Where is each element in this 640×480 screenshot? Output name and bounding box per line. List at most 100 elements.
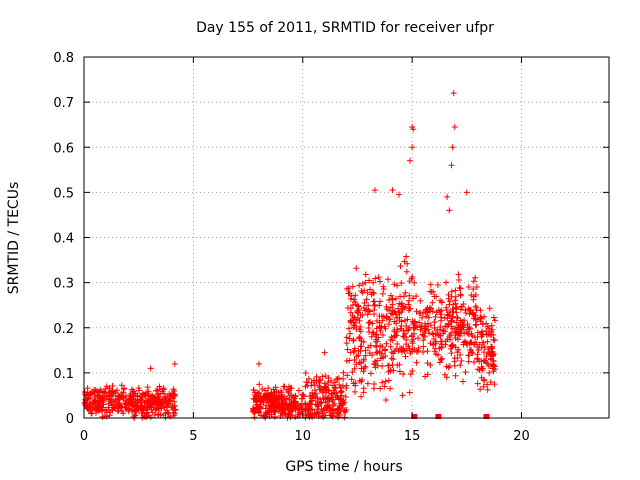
data-point <box>326 387 332 394</box>
data-point <box>462 338 469 345</box>
data-point <box>254 396 261 403</box>
data-point <box>471 341 478 348</box>
data-point <box>402 289 409 296</box>
data-point <box>82 400 89 407</box>
data-point <box>454 324 461 331</box>
data-point <box>409 367 416 374</box>
data-point <box>425 326 432 333</box>
data-point <box>252 408 259 415</box>
data-point <box>404 316 411 323</box>
data-point <box>457 362 464 369</box>
data-point <box>369 320 376 327</box>
data-point <box>377 355 384 362</box>
data-point <box>379 331 386 338</box>
data-point <box>360 368 367 375</box>
data-point <box>375 274 382 281</box>
data-point <box>376 319 383 326</box>
data-point <box>344 372 351 379</box>
data-point <box>250 387 257 394</box>
data-point <box>448 350 455 357</box>
data-point <box>472 334 479 341</box>
data-point <box>365 302 372 309</box>
data-point <box>395 305 402 312</box>
data-point <box>411 346 418 353</box>
data-point <box>452 329 459 336</box>
data-point <box>464 341 471 348</box>
data-point <box>451 358 458 365</box>
data-point <box>103 409 110 416</box>
data-point <box>410 126 417 133</box>
data-point <box>118 382 125 389</box>
data-point <box>349 369 356 376</box>
y-tick-label: 0.2 <box>53 322 74 337</box>
data-point <box>448 343 455 350</box>
data-point <box>272 408 279 415</box>
data-point <box>132 398 139 405</box>
data-point <box>358 338 365 345</box>
data-point <box>109 407 116 414</box>
data-point <box>458 326 465 333</box>
data-point <box>399 392 406 399</box>
y-tick-label: 0.1 <box>53 367 74 382</box>
data-point <box>476 341 483 348</box>
data-point <box>405 343 412 350</box>
data-point <box>424 348 431 355</box>
data-point <box>420 343 427 350</box>
data-point <box>370 385 377 392</box>
data-point <box>389 362 396 369</box>
data-point <box>371 301 378 308</box>
data-point <box>147 365 154 372</box>
data-point <box>91 399 98 406</box>
data-point <box>387 304 394 311</box>
data-point <box>406 278 413 285</box>
data-point <box>465 283 472 290</box>
data-point <box>366 350 373 357</box>
data-point <box>491 317 498 324</box>
data-point <box>398 301 405 308</box>
data-point <box>453 304 460 311</box>
data-point <box>446 207 453 214</box>
data-point <box>251 414 258 421</box>
data-point <box>355 307 362 314</box>
data-point <box>426 308 433 315</box>
data-point <box>357 348 364 355</box>
data-point <box>298 401 305 408</box>
data-point <box>93 400 100 407</box>
data-point <box>350 296 357 303</box>
data-point <box>431 293 438 300</box>
data-point <box>359 280 366 287</box>
data-point <box>438 355 445 362</box>
data-point <box>322 373 329 380</box>
data-point <box>405 307 412 314</box>
data-point <box>116 402 123 409</box>
data-point <box>343 285 350 292</box>
data-point <box>347 330 353 337</box>
data-point <box>436 359 443 366</box>
data-point <box>302 370 309 377</box>
data-point <box>438 341 445 348</box>
data-point <box>491 337 498 344</box>
data-point <box>402 353 409 360</box>
data-point <box>334 412 341 419</box>
data-point <box>452 372 459 379</box>
data-point <box>434 327 441 334</box>
data-point <box>490 331 497 338</box>
data-point <box>400 345 407 352</box>
data-point <box>347 317 354 324</box>
data-point <box>305 375 312 382</box>
data-point <box>419 314 426 321</box>
data-point <box>346 357 353 364</box>
grid-layer <box>84 57 609 418</box>
data-point <box>444 336 451 343</box>
data-point <box>483 353 490 360</box>
data-point <box>421 320 428 327</box>
x-tick-label: 0 <box>80 429 88 444</box>
data-point <box>396 317 403 324</box>
data-point <box>422 308 429 315</box>
y-tick-label: 0.4 <box>53 232 74 247</box>
data-point <box>127 400 134 407</box>
data-point <box>154 387 161 394</box>
data-point <box>373 325 380 332</box>
data-point <box>145 403 152 410</box>
data-point <box>371 311 378 318</box>
